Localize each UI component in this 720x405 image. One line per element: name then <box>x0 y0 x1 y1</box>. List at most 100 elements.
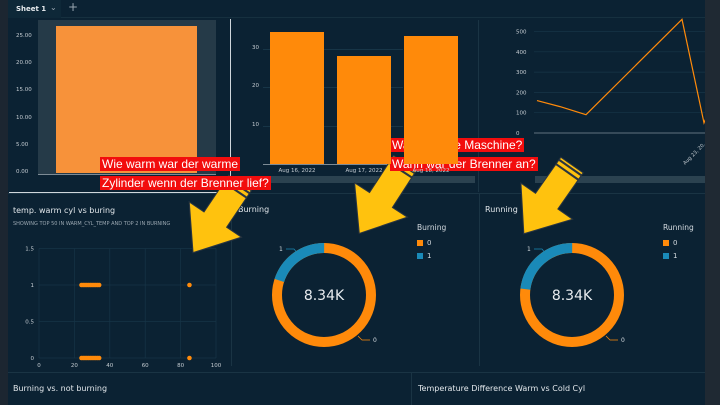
horizontal-scrollbar[interactable] <box>535 176 705 183</box>
x-axis <box>38 174 216 175</box>
legend-label: 1 <box>673 252 678 260</box>
y-tick: 300 <box>516 70 527 76</box>
burning-legend: Burning 0 1 <box>417 223 446 260</box>
bar[interactable] <box>56 26 197 173</box>
callout-line: Wie warm war der warme <box>100 157 241 171</box>
y-tick: 30 <box>252 45 259 52</box>
legend-item-1[interactable]: 1 <box>663 252 694 260</box>
scatter-chart: 1.5 1 0.5 00 20 40 60 80 100 <box>25 247 222 370</box>
data-point <box>187 355 192 361</box>
divider <box>478 20 479 192</box>
swatch <box>663 240 669 246</box>
y-tick: 20 <box>252 83 259 90</box>
divider <box>231 194 232 366</box>
scatter-subtitle: SHOWING TOP 50 IN WARM_CYL_TEMP AND TOP … <box>13 221 171 227</box>
selected-visual-frame[interactable] <box>9 19 231 193</box>
bar[interactable] <box>270 31 324 164</box>
swatch <box>663 253 669 259</box>
legend-title: Running <box>663 223 694 232</box>
legend-item-0[interactable]: 0 <box>663 239 694 247</box>
y-tick: 10.00 <box>16 114 32 121</box>
running-title: Running <box>485 205 518 214</box>
left-strip <box>0 0 8 405</box>
x-tick: 80 <box>177 363 184 369</box>
divider <box>479 194 480 366</box>
y-tick: 200 <box>516 90 527 96</box>
data-point <box>96 355 102 361</box>
temp-difference-title: Temperature Difference Warm vs Cold Cyl <box>418 384 586 393</box>
arrow-shape <box>520 156 584 235</box>
legend-item-0[interactable]: 0 <box>417 239 446 247</box>
y-tick: 20.00 <box>16 60 32 67</box>
legend-label: 0 <box>427 239 432 247</box>
running-legend: Running 0 1 <box>663 223 694 260</box>
line-series <box>536 18 705 125</box>
tab-sheet-1[interactable]: Sheet 1 <box>8 0 61 18</box>
x-tick: 20 <box>71 363 78 369</box>
callout-line: Zylinder wenn der Brenner lief? <box>100 176 271 190</box>
slice-label-0: 0 <box>621 337 625 344</box>
x-tick: 60 <box>142 363 149 369</box>
x-tick: Aug 16, 2022 <box>278 168 316 174</box>
bar[interactable] <box>404 36 458 164</box>
leader-line <box>286 248 299 255</box>
y-tick: 100 <box>516 111 527 117</box>
divider <box>411 373 412 405</box>
plus-icon[interactable]: + <box>68 0 79 14</box>
divider <box>8 372 705 373</box>
burning-donut: 8.34K 1 0 <box>272 243 377 347</box>
slice-label-1: 1 <box>527 246 531 253</box>
leader-line <box>357 335 370 341</box>
horizontal-scrollbar[interactable] <box>270 176 475 183</box>
y-tick: 0.5 <box>25 320 34 326</box>
running-donut: 8.34K 1 0 <box>520 243 625 347</box>
y-tick: 15.00 <box>16 87 32 94</box>
y-tick: 0.00 <box>16 169 29 175</box>
chevron-down-icon[interactable]: ⌄ <box>50 3 57 12</box>
right-scrollbar[interactable] <box>705 0 720 405</box>
arrow-stripe <box>558 158 582 177</box>
slice-label-0: 0 <box>373 337 377 344</box>
y-tick: 1 <box>31 283 35 289</box>
gridline <box>263 87 403 89</box>
legend-label: 0 <box>673 239 678 247</box>
leader-line <box>534 248 547 255</box>
slice-1 <box>272 243 376 347</box>
y-tick: 10 <box>252 121 259 128</box>
arrow-icon <box>520 156 584 235</box>
y-tick: 1.5 <box>25 247 34 253</box>
callout-warm-cylinder: Wie warm war der warme Zylinder wenn der… <box>100 153 271 191</box>
tab-bar <box>8 0 705 18</box>
gridline <box>263 49 403 51</box>
y-tick: 0 <box>516 131 520 137</box>
data-point <box>187 282 192 288</box>
scatter-title: temp. warm cyl vs buring <box>13 206 116 215</box>
legend-title: Burning <box>417 223 447 232</box>
tab-label: Sheet 1 <box>16 5 47 13</box>
donut-total: 8.34K <box>304 288 345 304</box>
swatch <box>417 240 423 246</box>
leader-line <box>605 335 618 341</box>
x-tick: 100 <box>211 363 222 369</box>
x-tick: 0 <box>37 363 41 369</box>
bar[interactable] <box>337 55 391 164</box>
swatch <box>417 253 423 259</box>
y-tick: 500 <box>516 30 527 36</box>
y-tick: 0 <box>31 356 35 362</box>
x-axis <box>263 164 403 165</box>
donut-total: 8.34K <box>552 288 593 304</box>
arrow-stripe <box>555 163 579 181</box>
slice-label-1: 1 <box>279 246 283 253</box>
data-point <box>96 282 102 288</box>
y-tick: 5.00 <box>16 141 29 148</box>
x-tick: Aug 18, 2022 <box>412 168 450 174</box>
y-tick: 400 <box>516 50 527 56</box>
x-tick: 40 <box>106 363 113 369</box>
legend-label: 1 <box>427 252 432 260</box>
burning-vs-not-title: Burning vs. not burning <box>13 384 108 393</box>
y-tick: 25.00 <box>16 33 32 39</box>
gridline <box>263 125 403 127</box>
legend-item-1[interactable]: 1 <box>417 252 446 260</box>
